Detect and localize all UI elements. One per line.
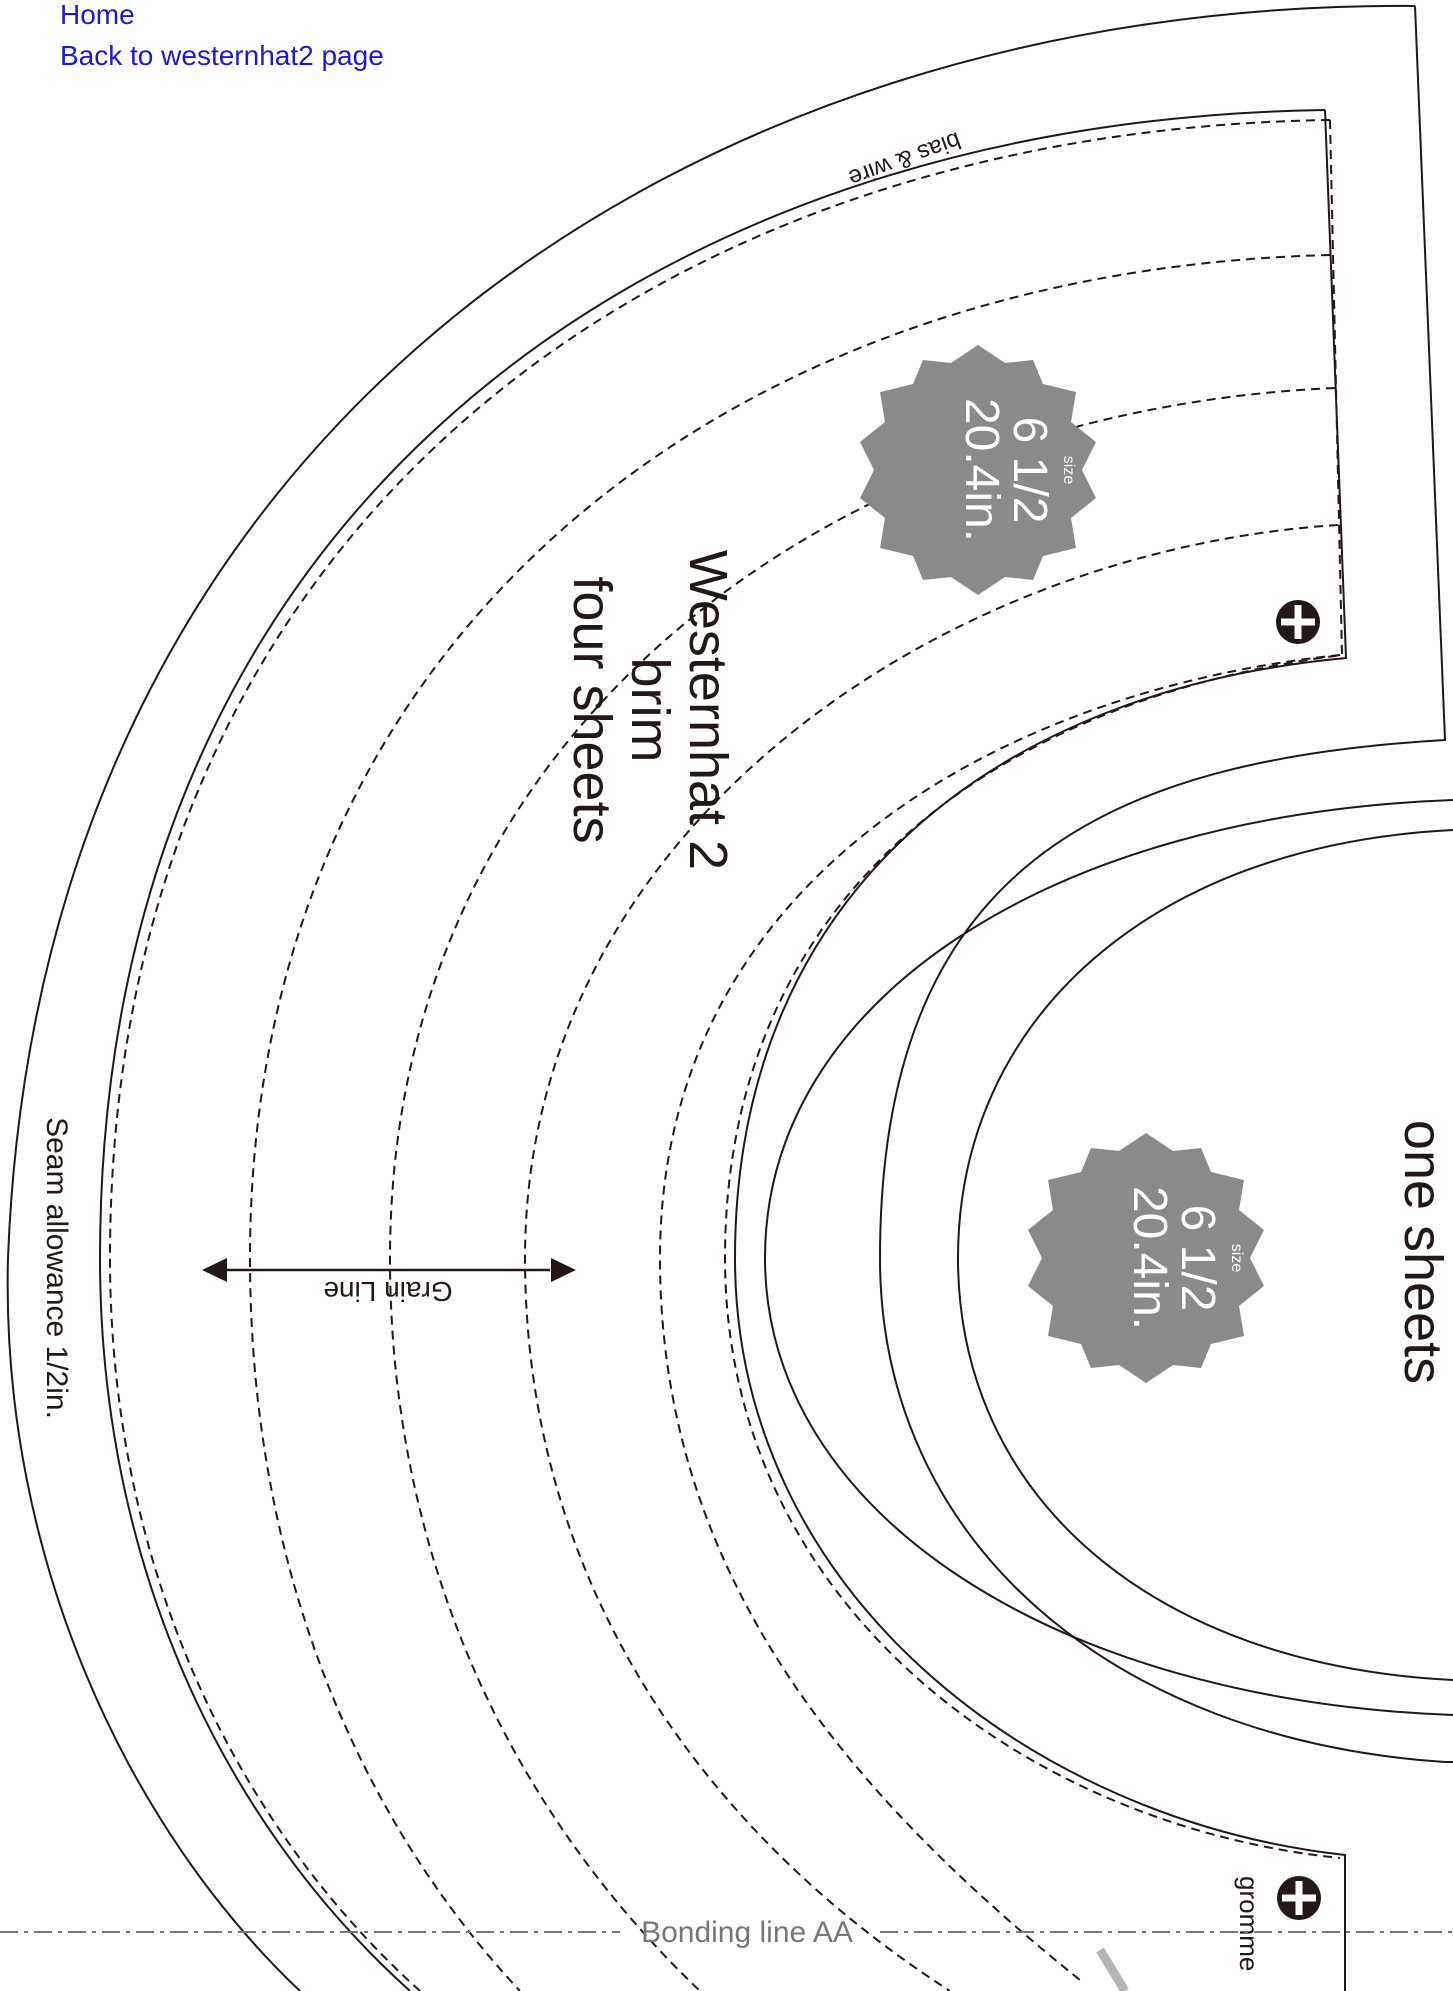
grain-line-label: Grain Line: [323, 1276, 452, 1307]
seam-line-edge: [108, 119, 1331, 1991]
guide-stroke: [1096, 1947, 1129, 1991]
badge-star-shape: [1028, 1133, 1264, 1383]
size-line-2: [388, 387, 1336, 1991]
arrow-right-icon: [551, 1258, 576, 1282]
pattern-sheets: four sheets: [562, 576, 622, 843]
outer-edge: [6, 4, 1416, 1991]
pattern-piece: brim: [620, 658, 680, 763]
size-line-3: [523, 524, 1339, 1991]
back-link[interactable]: Back to westernhat2 page: [60, 40, 384, 71]
badge-size: 6 1/2: [1003, 417, 1056, 524]
size-line-4: [658, 654, 1341, 1981]
outer-cut-line: [878, 5, 1453, 1763]
badge-size-label: size: [1060, 456, 1077, 485]
seam-line-outer: [723, 119, 1344, 1859]
badge-measure: 20.4in.: [955, 398, 1008, 542]
size-badge-mid: size 6 1/2 20.4in.: [1028, 1133, 1264, 1383]
badge-measure: 20.4in.: [1123, 1186, 1176, 1330]
second-piece-fragment: .: [1441, 1210, 1453, 1225]
badge-star-shape: [860, 345, 1096, 595]
badge-size-label: size: [1228, 1244, 1245, 1273]
size-badge-top: size 6 1/2 20.4in.: [860, 345, 1096, 595]
seam-allowance-label: Seam allowance 1/2in.: [40, 1117, 73, 1419]
crown-oval-outer: [763, 799, 1453, 1716]
grommet-label: gromme: [1234, 1876, 1264, 1971]
grain-line-arrow: [202, 1258, 576, 1282]
bias-wire-label: bias & wire: [845, 126, 965, 192]
home-link[interactable]: Home: [60, 0, 135, 30]
second-piece-sheets: one sheets: [1393, 1120, 1453, 1384]
pattern-title: Westernhat 2: [678, 550, 738, 870]
grommet-marker-bottom: [1277, 1876, 1321, 1920]
grommet-marker-top: [1276, 600, 1320, 644]
page-nav: Home Back to westernhat2 page: [60, 0, 384, 76]
inner-edge: [98, 109, 1326, 1991]
inner-cut-line: [733, 109, 1348, 1991]
crown-oval-inner: [956, 829, 1453, 1681]
size-line-1: [248, 254, 1331, 1991]
arrow-left-icon: [202, 1258, 227, 1282]
title-block: Westernhat 2 brim four sheets: [562, 550, 738, 870]
bonding-line-label: Bonding line AA: [641, 1916, 853, 1949]
badge-size: 6 1/2: [1171, 1205, 1224, 1312]
